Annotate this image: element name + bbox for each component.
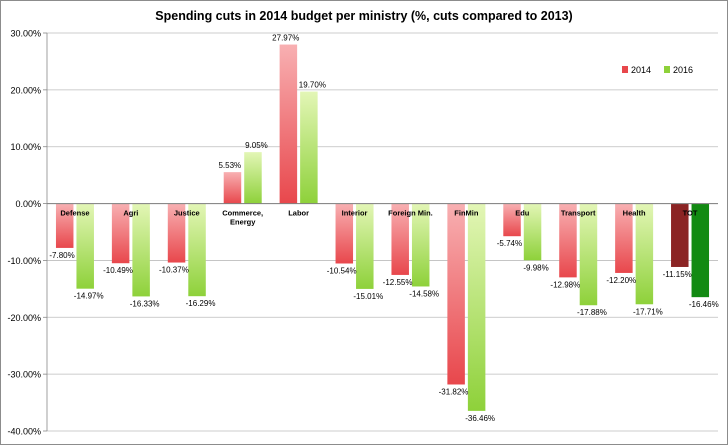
y-tick-label: -30.00% (7, 370, 41, 380)
bar-2014 (55, 203, 74, 248)
value-label: 5.53% (218, 161, 241, 170)
category-labels: Defense Agri Justice Commerce,Energy Labor In… (60, 209, 698, 227)
bar-2016 (356, 203, 374, 289)
value-label: 27.97% (272, 34, 299, 43)
value-label: -15.01% (353, 292, 383, 301)
value-label: -11.15% (663, 270, 692, 279)
bar-2014 (391, 203, 409, 275)
category-label: Defense (60, 209, 89, 218)
bar-2016 (76, 203, 94, 289)
y-tick-label: -20.00% (7, 313, 41, 323)
value-label: -5.74% (497, 239, 522, 248)
category-label: Foreign Min. (388, 209, 433, 218)
value-label: -10.54% (327, 266, 357, 275)
bar-2016 (300, 91, 318, 204)
y-tick-label: 0.00% (15, 199, 41, 209)
category-label: Transport (561, 209, 596, 218)
bar-2014 (503, 203, 521, 237)
bar-2016 (523, 203, 542, 261)
value-label: -9.98% (523, 263, 548, 272)
value-label: -12.20% (606, 276, 636, 285)
bar-2016 (635, 203, 654, 305)
bars (55, 44, 710, 411)
bar-2014 (223, 172, 242, 204)
y-tick-label: -10.00% (7, 256, 41, 266)
value-label: -12.55% (383, 278, 413, 287)
category-label: Interior (342, 209, 368, 218)
bar-2014 (335, 203, 354, 264)
category-label: Agri (123, 209, 138, 218)
y-tick-label: -40.00% (7, 427, 41, 437)
chart-title: Spending cuts in 2014 budget per ministr… (155, 9, 573, 23)
value-label: -7.80% (49, 251, 74, 260)
bar-2016 (411, 203, 430, 287)
legend-label-2016: 2016 (673, 65, 693, 75)
y-tick-label: 10.00% (10, 142, 41, 152)
bar-2016 (467, 203, 486, 411)
value-label: -17.71% (633, 307, 663, 316)
category-label: Labor (288, 209, 309, 218)
value-label: -10.37% (159, 266, 189, 275)
value-label: -10.49% (103, 266, 133, 275)
bar-2014 (671, 203, 689, 267)
category-label: Energy (230, 218, 256, 227)
bar-2014 (167, 203, 186, 263)
bar-2014 (279, 44, 298, 204)
value-label: -16.33% (130, 299, 160, 308)
category-label: TOT (683, 209, 698, 218)
y-axis: 30.00% 20.00% 10.00% 0.00% -10.00% -20.00% -30… (7, 29, 48, 437)
legend-swatch-2014 (622, 66, 628, 73)
category-label: Justice (174, 209, 200, 218)
bar-2014 (559, 203, 577, 278)
category-label: Commerce, (222, 209, 263, 218)
bar-2014 (111, 203, 130, 264)
bar-2016 (579, 203, 598, 306)
value-label: -14.58% (409, 289, 439, 298)
category-label: Edu (515, 209, 530, 218)
bar-2014 (447, 203, 465, 385)
bar-2016 (244, 152, 262, 204)
legend-swatch-2016 (664, 66, 670, 73)
legend: 2014 2016 (622, 65, 693, 75)
value-label: -17.88% (577, 308, 607, 317)
y-tick-label: 20.00% (10, 85, 41, 95)
value-label: 19.70% (299, 81, 326, 90)
bar-2016 (132, 203, 150, 297)
value-label: 9.05% (245, 141, 268, 150)
value-label: -31.82% (439, 387, 469, 396)
bar-2014 (615, 203, 633, 273)
value-label: -14.97% (74, 292, 104, 301)
value-label: -12.98% (550, 280, 580, 289)
value-labels: -7.80% -14.97% -10.49% -16.33% -10.37% -16.29… (49, 34, 718, 423)
y-tick-label: 30.00% (10, 29, 41, 39)
category-label: Health (623, 209, 646, 218)
value-label: -36.46% (465, 414, 495, 423)
legend-label-2014: 2014 (631, 65, 651, 75)
bar-2016 (691, 203, 710, 298)
bar-2016 (188, 203, 206, 297)
category-label: FinMin (454, 209, 479, 218)
value-label: -16.46% (689, 300, 719, 309)
value-label: -16.29% (186, 299, 216, 308)
